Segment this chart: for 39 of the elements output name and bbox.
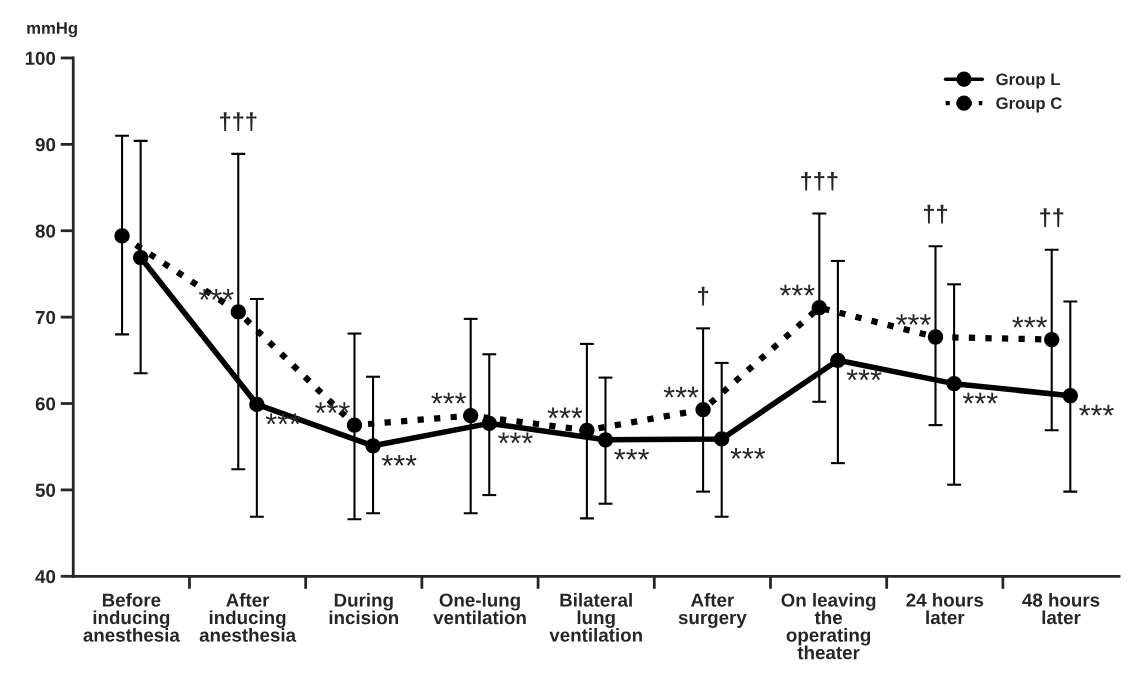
annotation: *** <box>498 432 533 444</box>
annotation: *** <box>431 392 467 404</box>
y-tick-label: 50 <box>35 483 56 497</box>
annotation: *** <box>1079 404 1114 416</box>
x-tick-label: 48 hours later <box>1022 592 1100 625</box>
annotation: *** <box>846 369 882 381</box>
x-tick-label: Before inducing anesthesia <box>83 592 180 642</box>
annotation: *** <box>896 314 931 325</box>
x-tick-label: On leaving the operating theater <box>781 592 876 660</box>
annotation: *** <box>1012 316 1048 328</box>
x-tick-label: During incision <box>329 592 399 625</box>
y-tick-label: 80 <box>35 224 56 238</box>
annotation: *** <box>779 284 815 296</box>
x-tick-label: After inducing anesthesia <box>199 592 297 642</box>
annotation: *** <box>198 289 234 300</box>
annotation: † <box>698 286 709 306</box>
y-tick-label: 60 <box>35 397 56 411</box>
legend-label: Group L <box>996 73 1060 89</box>
annotation: †† <box>923 204 948 224</box>
x-tick-label: Bilateral lung ventilation <box>549 592 642 642</box>
annotation: *** <box>962 392 998 404</box>
annotation: *** <box>547 407 583 419</box>
annotation: ††† <box>220 112 257 131</box>
legend-label: Group C <box>996 97 1062 113</box>
annotation: *** <box>663 386 699 398</box>
annotation: *** <box>614 448 650 460</box>
annotation: ††† <box>801 171 838 191</box>
annotation: *** <box>730 448 766 459</box>
annotation: *** <box>315 402 350 413</box>
x-tick-label: 24 hours later <box>906 592 984 625</box>
y-tick-label: 40 <box>35 569 56 584</box>
annotation: †† <box>1040 208 1064 227</box>
x-tick-label: After surgery <box>678 592 747 628</box>
y-tick-label: 100 <box>25 51 56 65</box>
y-axis-title: mmHg <box>27 22 77 38</box>
annotation: *** <box>381 454 417 466</box>
y-tick-label: 90 <box>35 138 56 152</box>
x-tick-label: One-lung ventilation <box>433 592 526 625</box>
y-tick-label: 70 <box>35 310 56 325</box>
